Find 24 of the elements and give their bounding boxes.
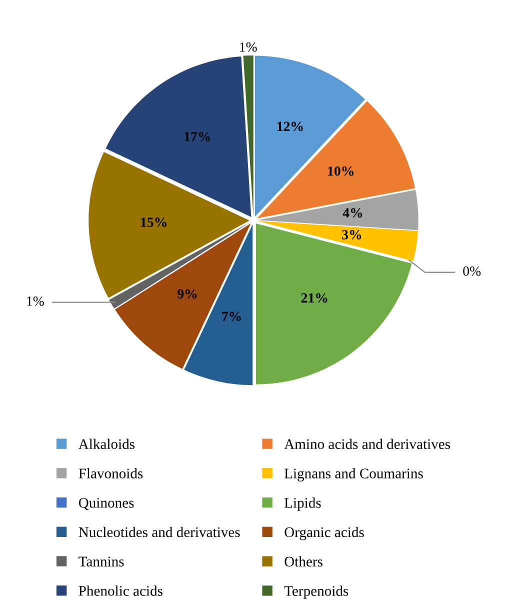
data-label: 7% bbox=[222, 312, 241, 322]
data-label: 1% bbox=[240, 42, 257, 52]
text: 0% bbox=[463, 266, 481, 276]
data-label: 3% bbox=[342, 230, 362, 240]
legend-label: Tannins bbox=[78, 556, 124, 566]
legend-label: Phenolic acids bbox=[78, 586, 162, 596]
legend-label: Lignans and Coumarins bbox=[284, 468, 423, 482]
legend-label: Lipids bbox=[284, 498, 321, 511]
data-label: 1% bbox=[27, 296, 44, 306]
data-label: 17% bbox=[184, 132, 210, 142]
legend-label: Amino acids and derivatives bbox=[284, 438, 450, 450]
legend-label: Organic acids bbox=[284, 526, 364, 540]
legend-label: Alkaloids bbox=[78, 438, 135, 450]
data-label: 12% bbox=[277, 122, 303, 132]
data-label: 15% bbox=[141, 218, 166, 227]
data-label: 9% bbox=[178, 289, 197, 299]
legend-label: Flavonoids bbox=[78, 468, 143, 478]
data-label: 10% bbox=[328, 166, 354, 176]
data-label: 21% bbox=[301, 293, 328, 303]
legend-label: Quinones bbox=[78, 498, 134, 510]
data-label: 4% bbox=[342, 208, 362, 218]
legend-label: Terpenoids bbox=[284, 586, 348, 599]
legend-label: Nucleotides and derivatives bbox=[78, 526, 240, 538]
legend-label: Others bbox=[284, 556, 322, 567]
